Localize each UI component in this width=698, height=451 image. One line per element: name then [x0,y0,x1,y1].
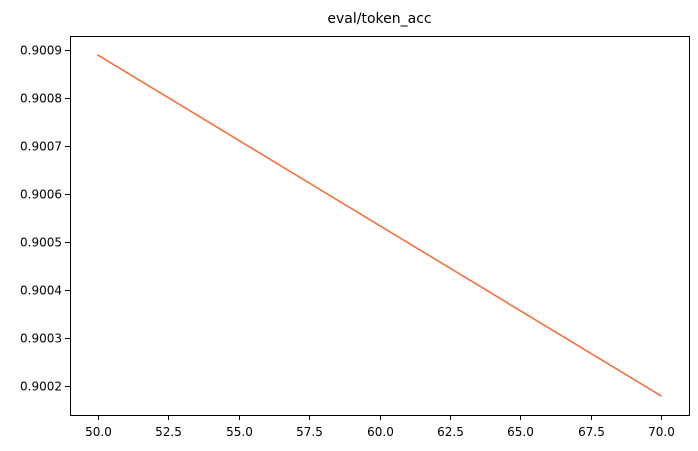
x-tick-label: 50.0 [85,425,112,439]
y-tick-label: 0.9004 [20,284,62,298]
x-tick-label: 65.0 [507,425,534,439]
y-tick-label: 0.9006 [20,188,62,202]
x-tick-label: 55.0 [226,425,253,439]
chart-title: eval/token_acc [327,11,431,27]
series-line [97,54,662,397]
plot-frame [70,36,690,416]
x-axis: 50.0 52.5 55.0 57.5 60.0 62.5 65.0 67.5 70.0 [85,415,675,439]
series-layer [97,54,662,397]
y-tick-label: 0.9005 [20,236,62,250]
x-tick-label: 67.5 [578,425,605,439]
y-tick-label: 0.9007 [20,140,62,154]
x-tick-label: 52.5 [155,425,182,439]
x-tick-label: 57.5 [296,425,323,439]
y-tick-label: 0.9003 [20,332,62,346]
x-tick-label: 70.0 [648,425,675,439]
x-tick-label: 60.0 [367,425,394,439]
y-axis: 0.9002 0.9003 0.9004 0.9005 0.9006 0.9007 0.90… [20,44,70,394]
x-tick-label: 62.5 [437,425,464,439]
y-tick-label: 0.9009 [20,44,62,58]
y-tick-label: 0.9008 [20,92,62,106]
y-tick-label: 0.9002 [20,380,62,394]
